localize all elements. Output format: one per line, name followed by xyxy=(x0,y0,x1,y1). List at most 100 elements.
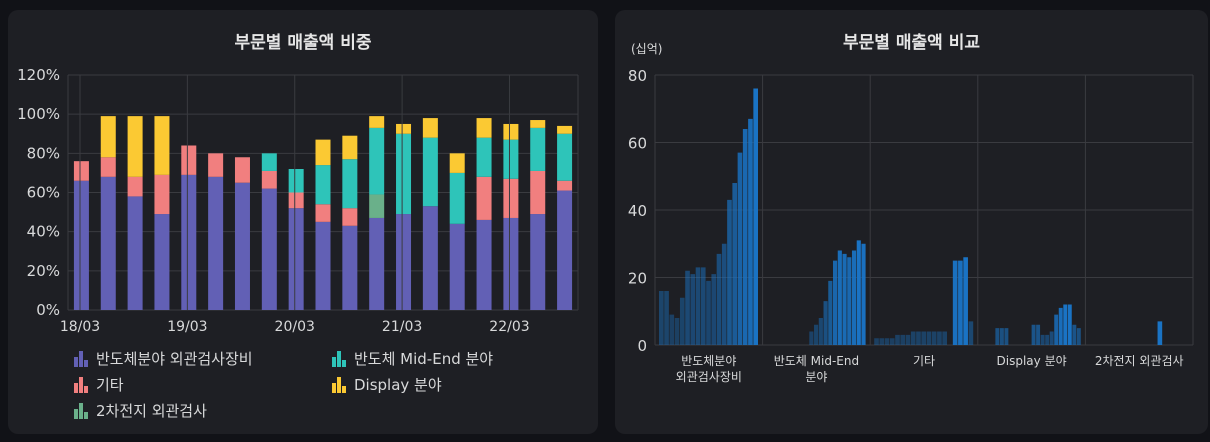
y-tick-label: 80 xyxy=(628,67,647,85)
bar xyxy=(958,260,963,345)
bar-segment xyxy=(261,153,277,171)
bar xyxy=(1040,334,1045,345)
bar xyxy=(879,338,885,345)
y-tick-label: 0% xyxy=(36,301,60,319)
bar xyxy=(700,267,706,345)
legend-item-midend[interactable]: 반도체 Mid-End 분야 xyxy=(332,348,493,369)
bar-segment xyxy=(557,125,573,134)
bar-segment xyxy=(557,180,573,191)
legend-item-battery[interactable]: 2차전지 외관검사 xyxy=(74,400,207,421)
bar-segment xyxy=(476,219,492,310)
bar xyxy=(1004,328,1009,345)
bar-segment xyxy=(288,192,304,209)
bar xyxy=(1076,328,1081,345)
bar xyxy=(1054,314,1059,345)
bar-segment xyxy=(422,118,438,138)
bar-segment xyxy=(208,153,224,177)
bar xyxy=(1031,324,1036,345)
bar xyxy=(861,243,866,345)
legend-swatch-icon xyxy=(74,376,88,393)
y-tick-label: 60% xyxy=(27,184,60,202)
bar-segment xyxy=(557,133,573,181)
sales-share-chart: 0% 20% 40% 60% 80% 100% 120% 18/03 19/03 20/03 21/… xyxy=(17,66,579,335)
bar-segment xyxy=(315,204,331,222)
bar-segment xyxy=(503,123,519,140)
bar xyxy=(685,270,690,345)
bar xyxy=(706,280,711,345)
x-tick-label: 21/03 xyxy=(382,319,422,335)
bar-segment xyxy=(154,174,170,215)
bar-segment xyxy=(73,180,89,310)
legend-item-other[interactable]: 기타 xyxy=(74,374,124,395)
bar-segment xyxy=(369,194,385,218)
bar-segment xyxy=(100,176,116,310)
bar xyxy=(674,318,680,345)
bar xyxy=(809,331,814,345)
bar xyxy=(753,88,758,345)
category-label: 분야 xyxy=(805,370,827,384)
bar-segment xyxy=(503,139,519,179)
x-tick-label: 22/03 xyxy=(489,319,529,335)
bar xyxy=(856,240,861,345)
bar xyxy=(995,328,1000,345)
legend-label: 반도체 Mid-End 분야 xyxy=(354,350,494,368)
bar xyxy=(842,253,847,345)
bar xyxy=(895,334,900,345)
legend-label: 2차전지 외관검사 xyxy=(96,402,207,420)
category-label: 2차전지 외관검사 xyxy=(1095,354,1184,368)
bar xyxy=(748,118,753,345)
bar xyxy=(664,291,669,345)
bar-segment xyxy=(342,225,358,310)
bar-segment xyxy=(449,172,465,224)
category-label: 반도체분야 xyxy=(681,354,736,368)
bar-segment xyxy=(181,145,197,175)
bar xyxy=(828,280,833,345)
x-tick-label: 18/03 xyxy=(60,319,100,335)
bar-segment xyxy=(369,116,385,128)
bar-segment xyxy=(100,116,116,158)
bar-segment xyxy=(181,174,197,310)
bar-segment xyxy=(342,159,358,209)
bar-segment xyxy=(396,123,412,134)
legend-label: 반도체분야 외관검사장비 xyxy=(96,350,253,368)
bar-segment xyxy=(261,170,277,189)
category-label: 반도체 Mid-End xyxy=(774,354,859,368)
y-tick-label: 0 xyxy=(637,337,647,355)
y-unit-label: (십억) xyxy=(631,42,663,56)
bar xyxy=(711,274,717,345)
bar-segment xyxy=(449,153,465,173)
y-tick-label: 100% xyxy=(17,105,60,123)
bar xyxy=(659,291,664,345)
sales-compare-title: 부문별 매출액 비교 xyxy=(843,33,980,53)
bar xyxy=(727,199,732,345)
legend-item-display[interactable]: Display 분야 xyxy=(332,374,442,395)
bar xyxy=(937,331,942,345)
bar-segment xyxy=(530,170,546,215)
bar-segment xyxy=(396,133,412,215)
x-tick-label: 19/03 xyxy=(167,319,207,335)
bar xyxy=(1063,304,1068,345)
category-label: 기타 xyxy=(913,354,935,368)
bar xyxy=(814,324,819,345)
bar xyxy=(926,331,932,345)
bar xyxy=(916,331,921,345)
bar-segment xyxy=(449,223,465,310)
bar-segment xyxy=(422,206,438,310)
bar xyxy=(732,183,738,345)
bar-segment xyxy=(422,137,438,207)
bar-segment xyxy=(154,116,170,175)
bar xyxy=(818,318,823,345)
bar xyxy=(1058,307,1063,345)
bar xyxy=(889,338,895,345)
legend-item-inspection[interactable]: 반도체분야 외관검사장비 xyxy=(74,348,253,369)
bar-segment xyxy=(503,217,519,310)
bar-segment xyxy=(342,208,358,226)
bar xyxy=(968,321,974,345)
bar-segment xyxy=(127,116,143,177)
y-tick-label: 20% xyxy=(27,262,60,280)
bar xyxy=(963,257,968,345)
bar-segment xyxy=(396,214,412,310)
bar-segment xyxy=(476,176,492,220)
bar xyxy=(1049,331,1054,345)
bar-segment xyxy=(315,165,331,205)
